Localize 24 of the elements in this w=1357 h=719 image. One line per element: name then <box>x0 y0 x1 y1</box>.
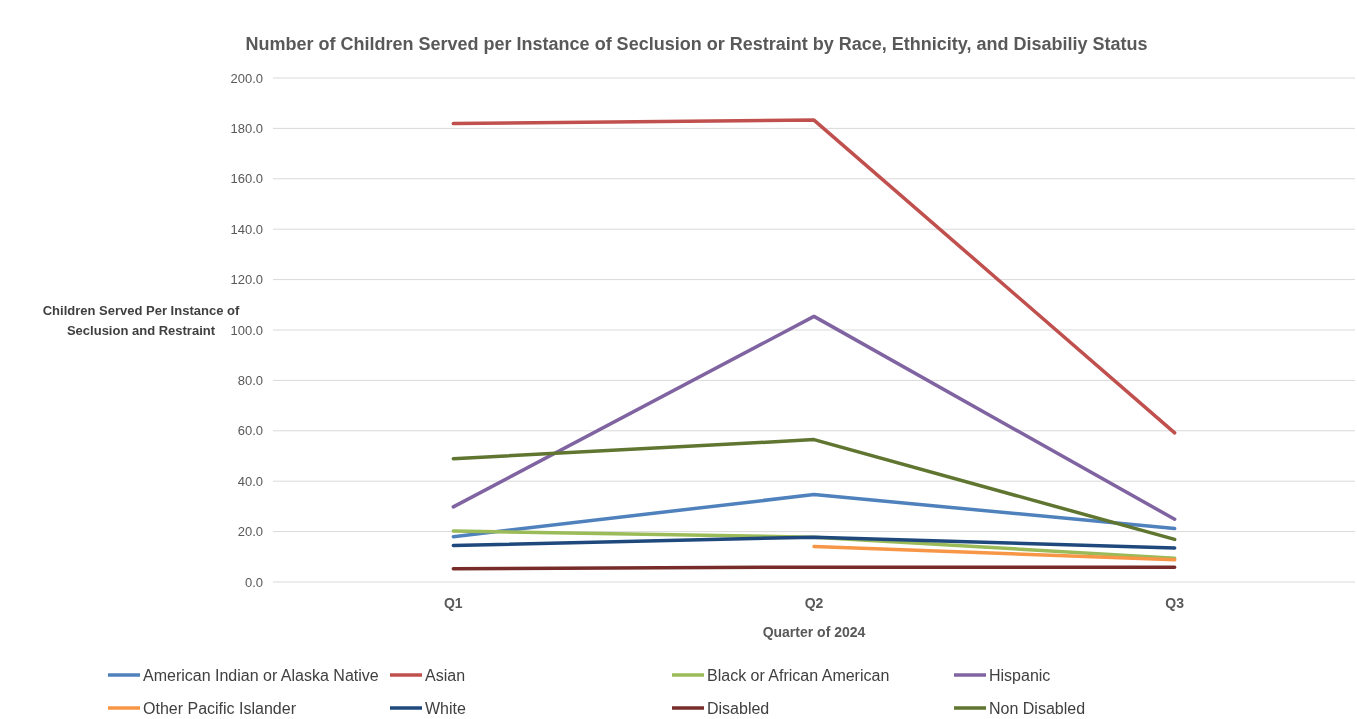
y-tick-label: 60.0 <box>237 423 263 439</box>
chart-title: Number of Children Served per Instance of Seclusion or Restraint by Race, Ethnicity, and Disabiliy Status <box>245 34 1148 54</box>
y-tick-label: 140.0 <box>230 221 263 237</box>
legend-label: Black or African American <box>707 666 890 684</box>
legend-label: American Indian or Alaska Native <box>143 666 379 684</box>
x-tick-label: Q1 <box>443 595 463 611</box>
y-tick-label: 0.0 <box>244 574 263 590</box>
y-tick-label: 80.0 <box>237 372 263 388</box>
y-tick-label: 160.0 <box>230 171 263 187</box>
x-tick-label: Q3 <box>1165 595 1185 611</box>
legend-label: Hispanic <box>989 666 1051 684</box>
legend-label: Disabled <box>707 699 770 717</box>
y-tick-label: 120.0 <box>230 272 263 288</box>
x-tick-label: Q2 <box>804 595 824 611</box>
legend-label: White <box>425 699 466 717</box>
y-tick-label: 100.0 <box>230 322 263 338</box>
legend-label: Other Pacific Islander <box>143 699 297 717</box>
y-tick-label: 40.0 <box>237 473 263 489</box>
legend-label: Asian <box>425 666 466 684</box>
y-tick-label: 180.0 <box>230 120 263 136</box>
y-tick-label: 20.0 <box>237 524 263 540</box>
legend-label: Non Disabled <box>989 699 1086 717</box>
y-tick-label: 200.0 <box>230 70 263 86</box>
x-axis-title: Quarter of 2024 <box>762 624 866 640</box>
